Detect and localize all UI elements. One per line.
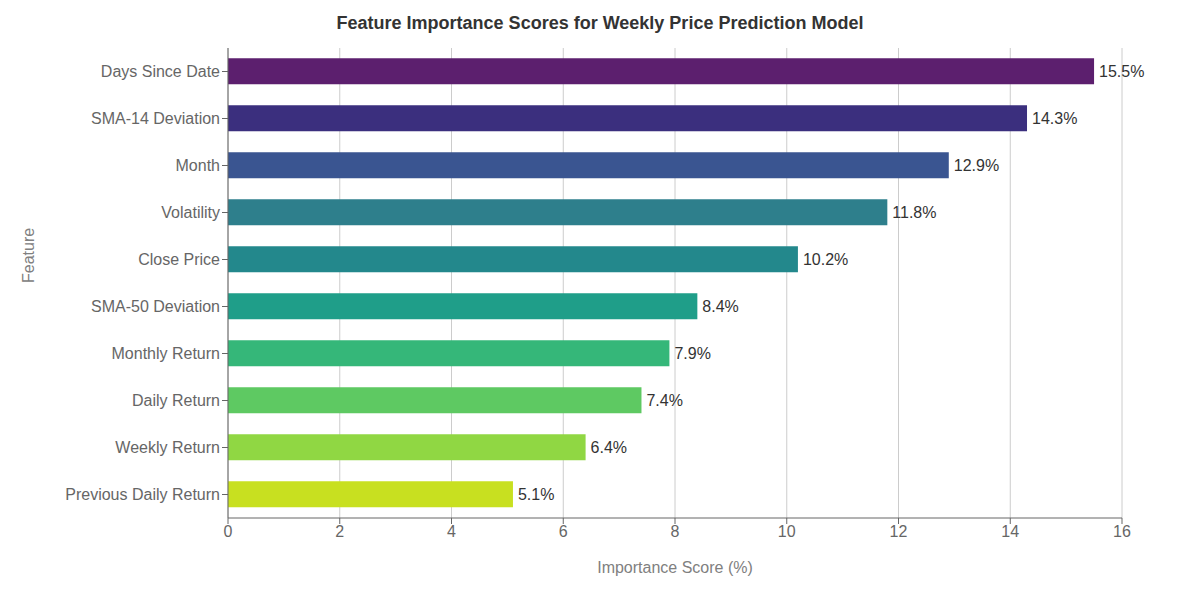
svg-text:Weekly Return: Weekly Return: [115, 439, 220, 456]
svg-text:10.2%: 10.2%: [803, 251, 848, 268]
svg-text:Feature: Feature: [20, 228, 37, 283]
svg-text:SMA-50 Deviation: SMA-50 Deviation: [91, 298, 220, 315]
svg-text:14.3%: 14.3%: [1032, 110, 1077, 127]
svg-text:Volatility: Volatility: [161, 204, 220, 221]
svg-text:6.4%: 6.4%: [591, 439, 627, 456]
svg-text:4: 4: [447, 523, 456, 540]
svg-text:Month: Month: [176, 157, 220, 174]
svg-text:8.4%: 8.4%: [702, 298, 738, 315]
svg-text:Monthly Return: Monthly Return: [112, 345, 221, 362]
svg-text:7.9%: 7.9%: [674, 345, 710, 362]
svg-text:Importance Score (%): Importance Score (%): [597, 559, 753, 576]
svg-text:15.5%: 15.5%: [1099, 63, 1144, 80]
svg-text:5.1%: 5.1%: [518, 486, 554, 503]
svg-text:Close Price: Close Price: [138, 251, 220, 268]
svg-text:8: 8: [671, 523, 680, 540]
svg-text:12: 12: [890, 523, 908, 540]
svg-text:14: 14: [1001, 523, 1019, 540]
svg-text:10: 10: [778, 523, 796, 540]
svg-text:12.9%: 12.9%: [954, 157, 999, 174]
svg-text:6: 6: [559, 523, 568, 540]
svg-text:0: 0: [224, 523, 233, 540]
svg-text:2: 2: [335, 523, 344, 540]
svg-text:Daily Return: Daily Return: [132, 392, 220, 409]
svg-text:SMA-14 Deviation: SMA-14 Deviation: [91, 110, 220, 127]
svg-text:16: 16: [1113, 523, 1131, 540]
html-text:Feature Importance Scores for: Feature Importance Scores for Weekly Pri…: [336, 13, 864, 33]
svg-text:Days Since Date: Days Since Date: [101, 63, 220, 80]
svg-text:11.8%: 11.8%: [892, 204, 936, 221]
svg-text:7.4%: 7.4%: [646, 392, 682, 409]
svg-text:Previous Daily Return: Previous Daily Return: [65, 486, 220, 503]
